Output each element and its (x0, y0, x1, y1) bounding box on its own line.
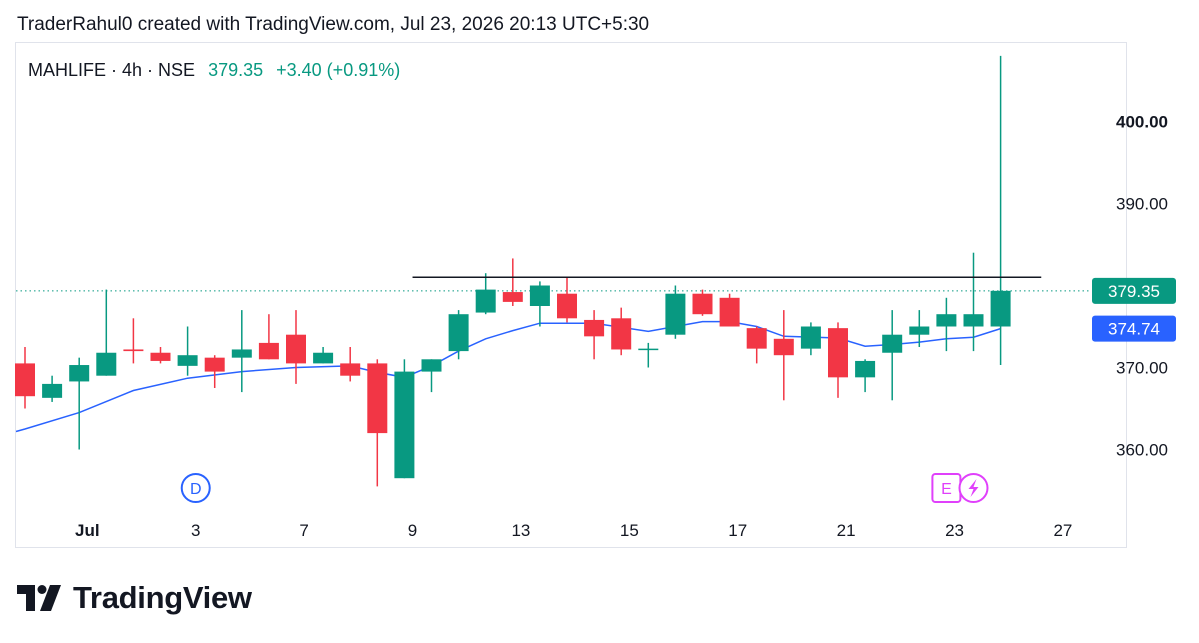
x-axis-tick-label: 9 (408, 521, 417, 540)
legend-change: +3.40 (+0.91%) (276, 60, 401, 80)
candle-body[interactable] (990, 290, 1011, 327)
y-axis-tick-label: 400.00 (1116, 113, 1168, 132)
candle-body[interactable] (963, 314, 984, 327)
candle-body[interactable] (719, 297, 740, 327)
y-axis-tick-label: 370.00 (1116, 359, 1168, 378)
x-axis-tick-label: 15 (620, 521, 639, 540)
candle-body[interactable] (313, 352, 334, 364)
tradingview-logo-icon (17, 585, 61, 611)
candle-body[interactable] (340, 363, 361, 376)
brand-name: TradingView (73, 580, 252, 615)
candle-body[interactable] (231, 349, 252, 358)
candle-body[interactable] (394, 371, 415, 479)
legend-last-price: 379.35 (208, 60, 264, 80)
candle-body[interactable] (69, 365, 90, 382)
candle-body[interactable] (204, 357, 225, 372)
candle-body[interactable] (42, 383, 63, 398)
candle-body[interactable] (828, 328, 848, 378)
candle-body[interactable] (855, 360, 876, 378)
candle-body[interactable] (475, 289, 496, 313)
candle-body[interactable] (936, 314, 957, 327)
candle-body[interactable] (367, 363, 388, 434)
candle-body[interactable] (882, 334, 903, 353)
x-axis-tick-label: 13 (511, 521, 530, 540)
candle-body[interactable] (96, 352, 117, 376)
earnings-marker-label: E (941, 481, 952, 498)
lightning-icon (968, 479, 979, 497)
candle-body[interactable] (448, 314, 469, 352)
attribution-text: TraderRahul0 created with TradingView.co… (17, 14, 650, 35)
candle-body[interactable] (286, 334, 306, 364)
candle-body[interactable] (611, 318, 632, 350)
candle-body[interactable] (692, 293, 713, 315)
candle-body[interactable] (746, 328, 767, 349)
x-axis-tick-label: 3 (191, 521, 200, 540)
candle-body[interactable] (529, 285, 550, 307)
candle-body[interactable] (421, 359, 442, 372)
ma-value-label-background (1092, 315, 1176, 342)
symbol-title[interactable]: MAHLIFE · 4h · NSE (28, 60, 196, 80)
x-axis-tick-label: 17 (728, 521, 747, 540)
candle-body[interactable] (177, 355, 198, 366)
candle-body[interactable] (258, 342, 279, 360)
x-axis-tick-label: 27 (1053, 521, 1072, 540)
y-axis-tick-label: 360.00 (1116, 441, 1168, 460)
candle-body[interactable] (150, 352, 171, 361)
candle-body[interactable] (638, 348, 659, 351)
candle-body[interactable] (800, 326, 821, 349)
candle-body[interactable] (773, 338, 794, 356)
chart-legend: MAHLIFE · 4h · NSE 379.35 +3.40 (+0.91%) (28, 60, 400, 81)
tradingview-brand[interactable]: TradingView (17, 578, 252, 618)
candle-body[interactable] (909, 326, 930, 335)
dividend-marker-icon[interactable] (180, 473, 211, 503)
candle-body[interactable] (584, 319, 605, 337)
dividend-marker-label: D (190, 481, 202, 498)
x-axis-tick-label: Jul (75, 521, 100, 540)
y-axis-tick-label: 390.00 (1116, 195, 1168, 214)
ma-value-label: 374.74 (1108, 320, 1160, 339)
moving-average-line (15, 320, 1001, 433)
candle-body[interactable] (123, 349, 144, 352)
last-price-label: 379.35 (1108, 282, 1160, 301)
x-axis-tick-label: 21 (837, 521, 856, 540)
candle-body[interactable] (557, 293, 577, 319)
candle-body[interactable] (15, 363, 35, 397)
candle-body[interactable] (502, 292, 523, 302)
x-axis-tick-label: 23 (945, 521, 964, 540)
last-price-label-background (1092, 277, 1176, 304)
x-axis-tick-label: 7 (299, 521, 308, 540)
candle-body[interactable] (665, 293, 686, 335)
